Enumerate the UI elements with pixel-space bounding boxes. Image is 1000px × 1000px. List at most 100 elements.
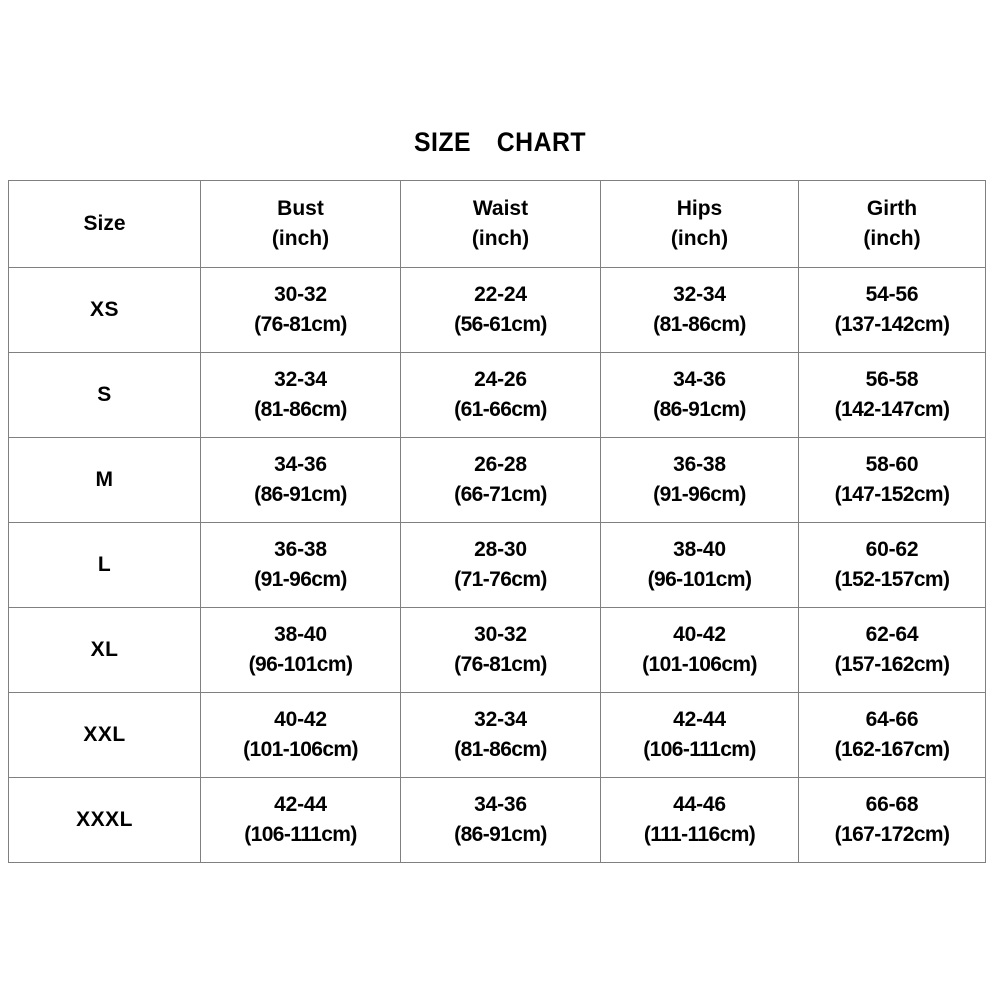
column-header-waist: Waist (inch) bbox=[400, 180, 601, 268]
cell-hips: 40-42 (101-106cm) bbox=[600, 607, 799, 693]
cell-girth-cm: (142-147cm) bbox=[834, 398, 950, 421]
table-row: L 36-38 (91-96cm) 28-30 (71-76cm) 38-40 (96-10… bbox=[8, 522, 986, 608]
cell-size: S bbox=[8, 352, 201, 438]
cell-waist-cm: (81-86cm) bbox=[454, 738, 547, 761]
cell-bust-cm: (76-81cm) bbox=[254, 313, 347, 336]
cell-waist-cm: (61-66cm) bbox=[454, 398, 547, 421]
cell-girth: 62-64 (157-162cm) bbox=[798, 607, 986, 693]
cell-hips-inch: 32-34 bbox=[673, 283, 726, 306]
cell-girth: 60-62 (152-157cm) bbox=[798, 522, 986, 608]
cell-bust: 38-40 (96-101cm) bbox=[200, 607, 401, 693]
table-row: S 32-34 (81-86cm) 24-26 (61-66cm) 34-36 (86-91… bbox=[8, 352, 986, 438]
cell-girth-cm: (162-167cm) bbox=[834, 738, 950, 761]
cell-bust: 32-34 (81-86cm) bbox=[200, 352, 401, 438]
cell-hips: 32-34 (81-86cm) bbox=[600, 267, 799, 353]
cell-bust: 34-36 (86-91cm) bbox=[200, 437, 401, 523]
table-body: XS 30-32 (76-81cm) 22-24 (56-61cm) 32-34 (81-8… bbox=[8, 267, 986, 863]
column-header-size: Size bbox=[8, 180, 201, 268]
cell-bust-inch: 34-36 bbox=[274, 453, 327, 476]
column-header-hips-unit: (inch) bbox=[670, 227, 729, 250]
cell-size: XS bbox=[8, 267, 201, 353]
table-row: XXXL 42-44 (106-111cm) 34-36 (86-91cm) 44-46 (… bbox=[8, 777, 986, 863]
cell-waist-inch: 26-28 bbox=[474, 453, 527, 476]
cell-bust: 40-42 (101-106cm) bbox=[200, 692, 401, 778]
cell-bust: 30-32 (76-81cm) bbox=[200, 267, 401, 353]
cell-bust-inch: 40-42 bbox=[274, 708, 327, 731]
cell-bust-cm: (81-86cm) bbox=[254, 398, 347, 421]
cell-hips-cm: (91-96cm) bbox=[653, 483, 746, 506]
page-title: SIZE CHART bbox=[413, 127, 587, 157]
table-row: XS 30-32 (76-81cm) 22-24 (56-61cm) 32-34 (81-8… bbox=[8, 267, 986, 353]
table-header-row: Size Bust (inch) Waist (inch) bbox=[8, 180, 986, 268]
cell-waist: 32-34 (81-86cm) bbox=[400, 692, 601, 778]
cell-waist: 22-24 (56-61cm) bbox=[400, 267, 601, 353]
cell-hips: 38-40 (96-101cm) bbox=[600, 522, 799, 608]
cell-hips-inch: 38-40 bbox=[673, 538, 726, 561]
column-header-bust-unit: (inch) bbox=[271, 227, 330, 250]
cell-hips: 42-44 (106-111cm) bbox=[600, 692, 799, 778]
cell-hips-inch: 44-46 bbox=[673, 793, 726, 816]
cell-hips-cm: (86-91cm) bbox=[653, 398, 746, 421]
cell-bust-inch: 32-34 bbox=[274, 368, 327, 391]
cell-waist-inch: 32-34 bbox=[474, 708, 527, 731]
cell-hips-cm: (106-111cm) bbox=[643, 738, 756, 761]
column-header-waist-unit: (inch) bbox=[471, 227, 530, 250]
column-header-hips: Hips (inch) bbox=[600, 180, 799, 268]
cell-girth: 64-66 (162-167cm) bbox=[798, 692, 986, 778]
cell-bust: 36-38 (91-96cm) bbox=[200, 522, 401, 608]
cell-girth-inch: 56-58 bbox=[865, 368, 919, 391]
cell-waist-inch: 24-26 bbox=[474, 368, 527, 391]
cell-waist: 28-30 (71-76cm) bbox=[400, 522, 601, 608]
cell-girth-inch: 66-68 bbox=[865, 793, 919, 816]
cell-girth: 66-68 (167-172cm) bbox=[798, 777, 986, 863]
cell-waist: 30-32 (76-81cm) bbox=[400, 607, 601, 693]
cell-hips-inch: 34-36 bbox=[673, 368, 726, 391]
cell-girth-inch: 54-56 bbox=[865, 283, 919, 306]
cell-bust-inch: 38-40 bbox=[274, 623, 327, 646]
cell-waist-cm: (66-71cm) bbox=[454, 483, 547, 506]
table-row: XL 38-40 (96-101cm) 30-32 (76-81cm) 40-42 (101… bbox=[8, 607, 986, 693]
cell-bust-cm: (86-91cm) bbox=[254, 483, 347, 506]
cell-hips-inch: 40-42 bbox=[673, 623, 726, 646]
cell-hips-cm: (96-101cm) bbox=[647, 568, 752, 591]
column-header-bust: Bust (inch) bbox=[200, 180, 401, 268]
cell-hips-cm: (101-106cm) bbox=[642, 653, 757, 676]
cell-waist: 26-28 (66-71cm) bbox=[400, 437, 601, 523]
column-header-size-label: Size bbox=[83, 212, 126, 235]
cell-size: XXL bbox=[8, 692, 201, 778]
cell-hips-cm: (111-116cm) bbox=[643, 823, 756, 846]
cell-waist: 24-26 (61-66cm) bbox=[400, 352, 601, 438]
cell-size: M bbox=[8, 437, 201, 523]
cell-hips-cm: (81-86cm) bbox=[653, 313, 746, 336]
cell-size: L bbox=[8, 522, 201, 608]
column-header-girth-label: Girth bbox=[866, 197, 918, 220]
column-header-girth: Girth (inch) bbox=[798, 180, 986, 268]
cell-waist-cm: (76-81cm) bbox=[454, 653, 547, 676]
cell-bust-inch: 30-32 bbox=[274, 283, 327, 306]
cell-waist-inch: 28-30 bbox=[474, 538, 527, 561]
cell-size: XXXL bbox=[8, 777, 201, 863]
column-header-hips-label: Hips bbox=[676, 197, 723, 220]
cell-girth-cm: (147-152cm) bbox=[834, 483, 950, 506]
cell-hips-inch: 42-44 bbox=[673, 708, 726, 731]
cell-girth: 54-56 (137-142cm) bbox=[798, 267, 986, 353]
cell-bust-cm: (106-111cm) bbox=[244, 823, 357, 846]
cell-girth-inch: 64-66 bbox=[865, 708, 919, 731]
column-header-waist-label: Waist bbox=[472, 197, 529, 220]
cell-hips: 34-36 (86-91cm) bbox=[600, 352, 799, 438]
cell-girth-inch: 60-62 bbox=[865, 538, 919, 561]
cell-waist-inch: 30-32 bbox=[474, 623, 527, 646]
cell-waist: 34-36 (86-91cm) bbox=[400, 777, 601, 863]
cell-waist-cm: (56-61cm) bbox=[454, 313, 547, 336]
cell-bust-cm: (96-101cm) bbox=[248, 653, 353, 676]
cell-girth-cm: (167-172cm) bbox=[834, 823, 950, 846]
cell-bust-inch: 42-44 bbox=[274, 793, 327, 816]
cell-waist-inch: 22-24 bbox=[474, 283, 527, 306]
table-row: M 34-36 (86-91cm) 26-28 (66-71cm) 36-38 (91-96… bbox=[8, 437, 986, 523]
size-chart-table: Size Bust (inch) Waist (inch) bbox=[8, 180, 986, 863]
cell-hips: 44-46 (111-116cm) bbox=[600, 777, 799, 863]
table-row: XXL 40-42 (101-106cm) 32-34 (81-86cm) 42-44 (1… bbox=[8, 692, 986, 778]
cell-hips: 36-38 (91-96cm) bbox=[600, 437, 799, 523]
cell-girth-inch: 62-64 bbox=[865, 623, 919, 646]
